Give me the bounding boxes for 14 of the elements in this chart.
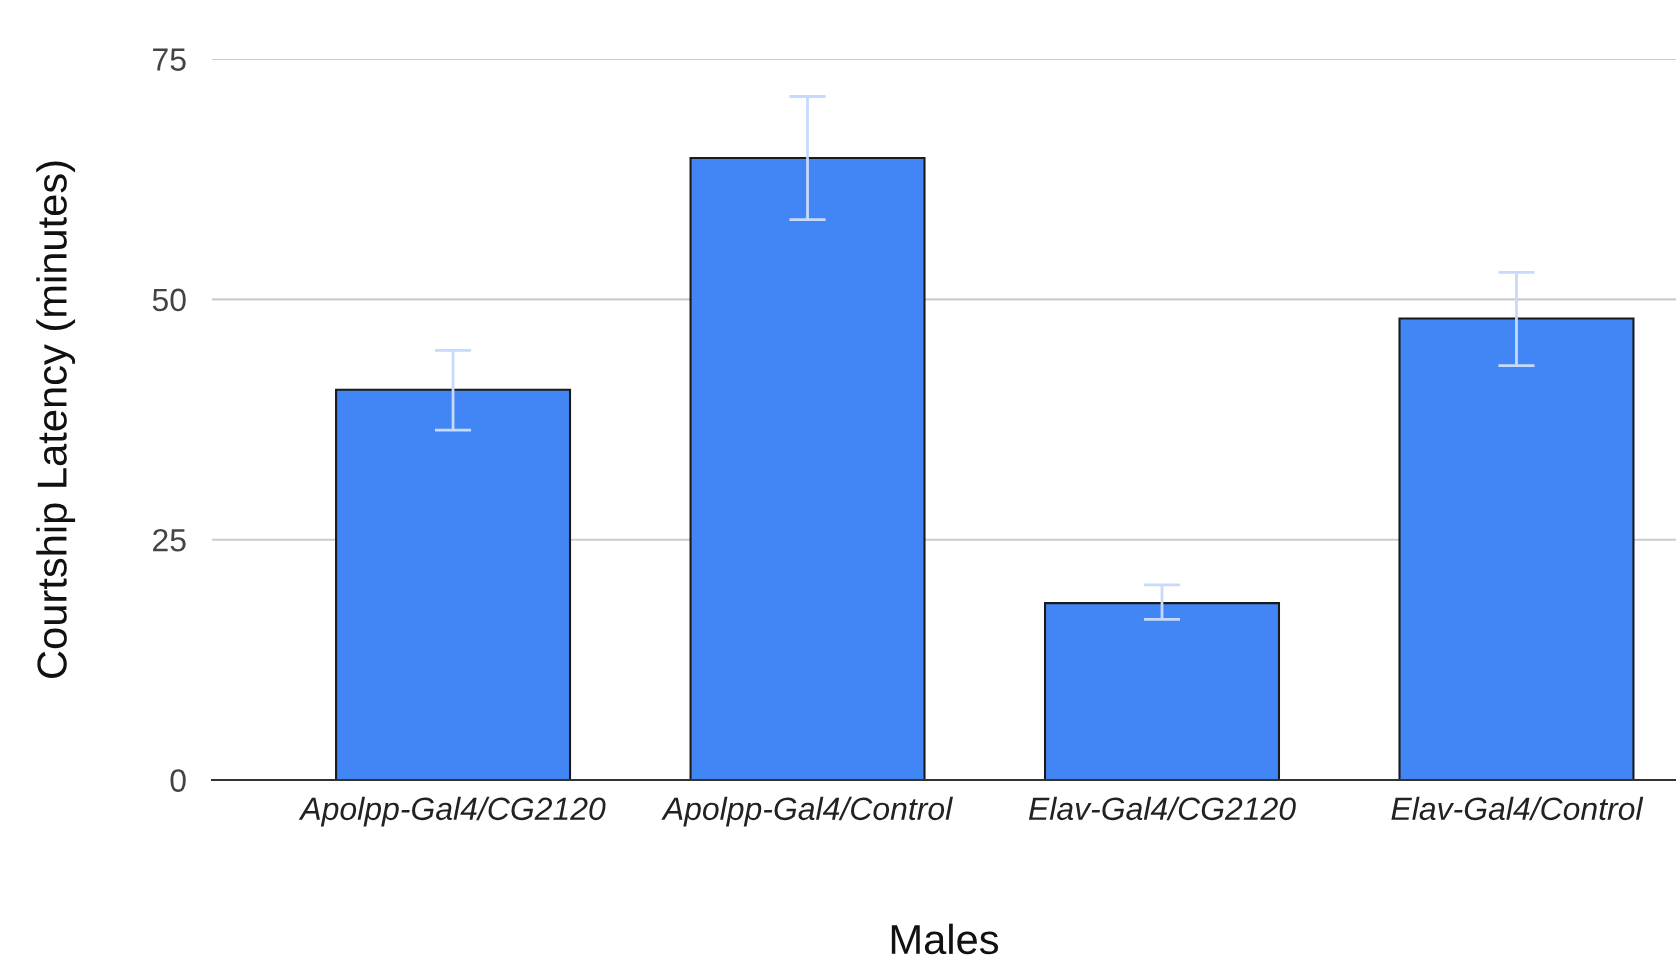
- x-tick-label: Apolpp-Gal4/CG2120: [298, 796, 606, 827]
- y-tick-label: 50: [152, 288, 186, 312]
- x-tick-label: Elav-Gal4/CG2120: [1028, 796, 1296, 821]
- bar: [1398, 317, 1635, 780]
- y-tick-label: 25: [153, 528, 186, 552]
- bar: [689, 156, 926, 780]
- x-tick-label: Apolpp-Gal4/Control: [661, 796, 953, 827]
- bar: [1043, 602, 1281, 780]
- y-axis-title: Courtship Latency (minutes): [36, 161, 76, 678]
- bar: [335, 388, 572, 780]
- y-tick-label: 0: [170, 769, 186, 792]
- x-axis-title: Males: [891, 923, 999, 955]
- x-tick-label: Elav-Gal4/Control: [1391, 796, 1644, 821]
- y-tick-label: 75: [153, 48, 186, 71]
